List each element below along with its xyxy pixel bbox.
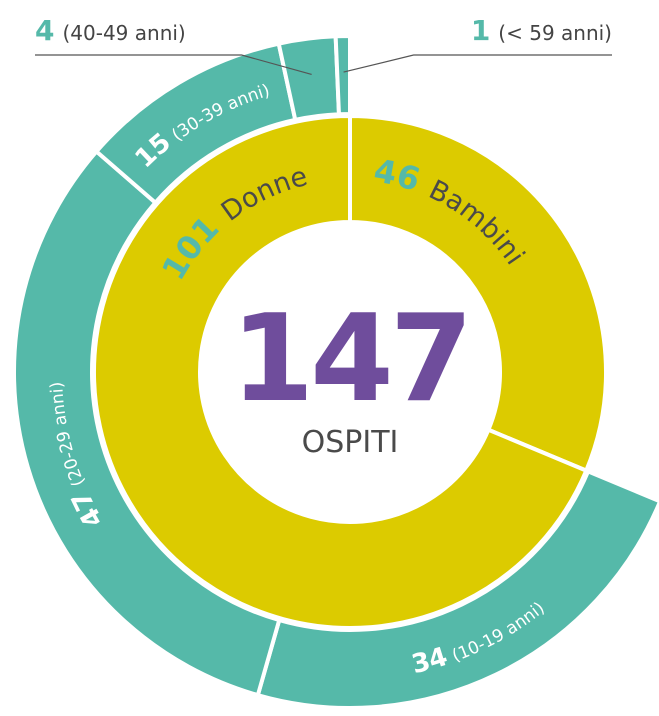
total-value: 147 [231, 290, 470, 429]
outer-segment [336, 36, 350, 114]
outer-range: (40-49 anni) [62, 21, 185, 45]
leader-line [344, 55, 612, 72]
chart: 46Bambini101Donne34(10-19 anni)47(20-29 … [0, 0, 659, 716]
outer-value: 4 [35, 14, 54, 47]
total-label: OSPITI [302, 425, 399, 460]
outer-range: (< 59 anni) [498, 21, 612, 45]
outer-value: 1 [471, 14, 490, 47]
page: 46Bambini101Donne34(10-19 anni)47(20-29 … [0, 0, 659, 716]
external-label: 1 (< 59 anni) [471, 14, 612, 47]
external-label: 4 (40-49 anni) [35, 14, 186, 47]
